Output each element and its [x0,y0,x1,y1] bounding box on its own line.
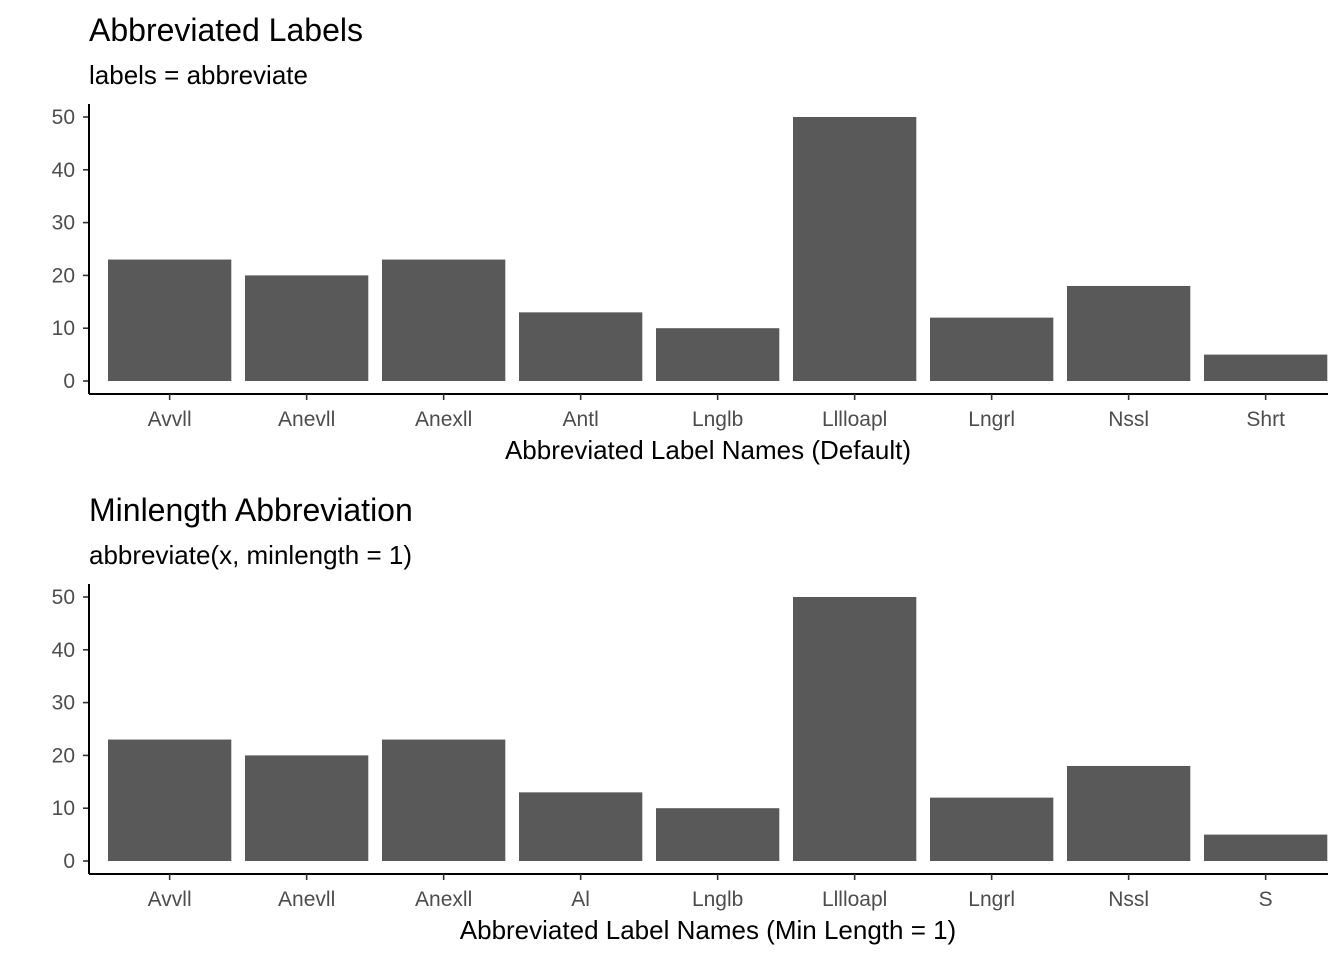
bar-avvll [108,739,232,861]
x-tick-label: Lngrl [968,408,1015,431]
bar-anevll [245,275,369,381]
y-tick-label: 20 [52,744,75,767]
y-tick-label: 30 [52,212,75,235]
x-tick-label: Lllloapl [822,408,887,431]
chart-title: Abbreviated Labels [89,12,363,48]
y-tick-label: 50 [52,586,75,609]
x-tick-label: Antl [563,408,599,431]
x-tick-label: Avvll [148,408,192,431]
x-tick-label: Anevll [278,408,335,431]
bar-nssl [1067,285,1191,381]
bar-nssl [1067,765,1191,861]
x-tick-label: Shrt [1246,408,1285,431]
bar-anevll [245,755,369,861]
chart-subtitle: abbreviate(x, minlength = 1) [89,540,412,570]
x-tick-label: S [1259,888,1273,911]
x-tick-label: Lngrl [968,888,1015,911]
bar-lllloapl [793,597,917,861]
x-axis-title: Abbreviated Label Names (Min Length = 1) [460,915,956,945]
bar-s [1204,834,1328,861]
chart-title: Minlength Abbreviation [89,492,413,528]
bar-avvll [108,259,232,381]
x-axis-ticks: Avvll Anevll Anexll Antl Lnglb Lllloapl Lngrl N… [148,394,1285,431]
bar-lnglb [656,808,780,861]
x-tick-label: Al [571,888,590,911]
x-tick-label: Lnglb [692,408,743,431]
bar-shrt [1204,354,1328,381]
y-tick-label: 30 [52,692,75,715]
y-axis-ticks: 0 10 20 30 40 50 [52,106,89,393]
x-tick-label: Anexll [415,408,472,431]
x-tick-label: Nssl [1108,888,1149,911]
bars [108,597,1328,861]
x-tick-label: Avvll [148,888,192,911]
x-tick-label: Anevll [278,888,335,911]
x-axis-ticks: Avvll Anevll Anexll Al Lnglb Lllloapl Lngrl Nss… [148,874,1273,911]
y-tick-label: 40 [52,159,75,182]
bar-anexll [382,259,506,381]
bar-lllloapl [793,117,917,381]
y-tick-label: 0 [63,850,75,873]
x-tick-label: Lllloapl [822,888,887,911]
x-tick-label: Anexll [415,888,472,911]
y-tick-label: 40 [52,639,75,662]
y-tick-label: 50 [52,106,75,129]
y-axis-ticks: 0 10 20 30 40 50 [52,586,89,873]
y-tick-label: 20 [52,264,75,287]
x-tick-label: Lnglb [692,888,743,911]
x-tick-label: Nssl [1108,408,1149,431]
chart-panel-minlength: Minlength Abbreviation abbreviate(x, min… [52,492,1328,945]
y-tick-label: 10 [52,797,75,820]
bar-antl [519,312,643,381]
chart-subtitle: labels = abbreviate [89,60,308,90]
chart-panel-default: Abbreviated Labels labels = abbreviate 0… [52,12,1328,465]
bars [108,117,1328,381]
bar-anexll [382,739,506,861]
bar-al [519,792,643,861]
x-axis-title: Abbreviated Label Names (Default) [505,435,911,465]
bar-lngrl [930,797,1054,861]
y-tick-label: 10 [52,317,75,340]
bar-lnglb [656,328,780,381]
y-tick-label: 0 [63,370,75,393]
bar-lngrl [930,317,1054,381]
